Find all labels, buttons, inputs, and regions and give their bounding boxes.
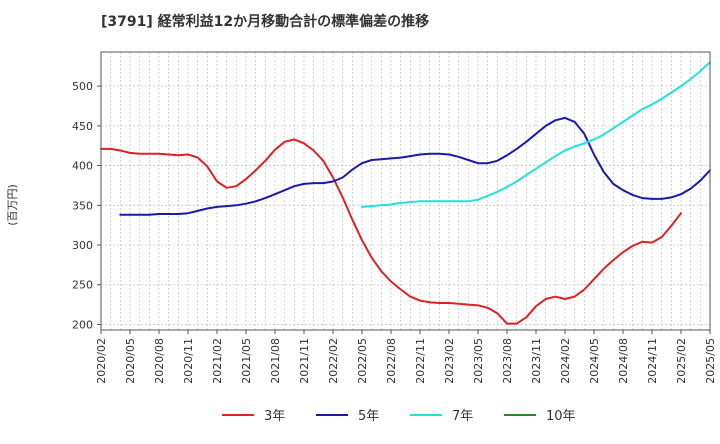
x-tick-label: 2021/11 [298,338,311,384]
series-line [119,116,711,216]
plot-frame [100,51,711,331]
x-tick-label: 2020/05 [124,338,137,384]
chart-title: [3791] 経常利益12か月移動合計の標準偏差の推移 [101,13,429,30]
x-tick-label: 2021/05 [240,338,253,384]
x-tick-label: 2023/02 [443,338,456,384]
legend-label: 10年 [546,409,576,424]
x-tick-label: 2020/02 [95,338,108,384]
x-tick-label: 2024/08 [617,338,630,384]
y-tick-label: 400 [72,160,93,173]
x-tick-label: 2023/11 [530,338,543,384]
x-tick-label: 2021/02 [211,338,224,384]
x-tick-label: 2024/11 [646,338,659,384]
legend: 3年 5年 7年 10年 [222,409,576,424]
x-tick-label: 2022/02 [327,338,340,384]
axes: 200 250 300 350 400 450 500 2020/02 2020/05 2020/… [72,51,717,384]
x-tick-label: 2021/08 [269,338,282,384]
x-tick-label: 2024/05 [588,338,601,384]
y-tick-label: 250 [72,279,93,292]
x-tick-label: 2024/02 [559,338,572,384]
y-tick-label: 450 [72,120,93,133]
y-tick-label: 350 [72,199,93,212]
x-tick-label: 2025/02 [675,338,688,384]
x-tick-label: 2023/08 [501,338,514,384]
legend-label: 3年 [264,409,285,424]
legend-label: 7年 [452,409,473,424]
x-tick-label: 2022/05 [356,338,369,384]
x-tick-label: 2020/11 [182,338,195,384]
x-tick-label: 2022/08 [385,338,398,384]
series-line [361,61,711,208]
x-tick-label: 2023/05 [472,338,485,384]
y-tick-label: 300 [72,239,93,252]
y-axis-label: (百万円) [6,184,19,226]
plot-area [101,52,710,330]
y-tick-label: 200 [72,318,93,331]
legend-label: 5年 [358,409,379,424]
x-tick-label: 2025/05 [704,338,717,384]
x-tick-label: 2020/08 [153,338,166,384]
series-lines [100,61,711,325]
y-tick-label: 500 [72,80,93,93]
grid [100,52,711,330]
x-tick-label: 2022/11 [414,338,427,384]
series-line [100,138,682,325]
